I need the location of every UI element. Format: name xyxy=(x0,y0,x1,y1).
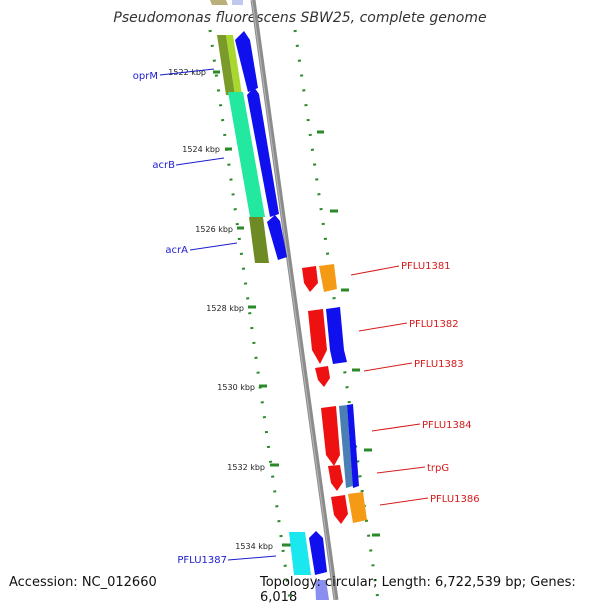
gene-arrow-blue[interactable] xyxy=(309,531,327,575)
middle-gene-track[interactable] xyxy=(232,0,329,600)
label-leader xyxy=(358,322,408,332)
gene-arrow-blue[interactable] xyxy=(326,307,347,364)
gene-label-acrA[interactable]: acrA xyxy=(165,245,188,256)
inner-gene-track[interactable] xyxy=(210,0,311,575)
label-leader xyxy=(371,423,421,432)
gene-block-tan[interactable] xyxy=(210,0,228,5)
gene-arrow-steel[interactable] xyxy=(339,405,353,488)
gene-block-lime[interactable] xyxy=(226,35,242,95)
gene-label-acrB[interactable]: acrB xyxy=(152,160,175,171)
gene-arrow-red[interactable] xyxy=(308,309,327,364)
genome-title: Pseudomonas fluorescens SBW25, complete … xyxy=(113,10,487,26)
scale-label: 1532 kbp xyxy=(227,463,265,472)
gene-label-pflu1384[interactable]: PFLU1384 xyxy=(422,420,472,431)
gene-block-acrB[interactable] xyxy=(228,92,265,217)
gene-arrow-red[interactable] xyxy=(331,495,348,524)
label-leader xyxy=(175,157,225,166)
gene-label-trpG[interactable]: trpG xyxy=(427,463,449,474)
backbone-highlight xyxy=(251,0,336,600)
scale-label: 1528 kbp xyxy=(206,304,244,313)
gene-block-olive[interactable] xyxy=(217,35,235,95)
scale-label: 1526 kbp xyxy=(195,225,233,234)
inner-tick-ring xyxy=(208,29,292,600)
label-leader xyxy=(376,466,426,474)
gene-arrow-blue[interactable] xyxy=(235,31,258,92)
accession-text: Accession: NC_012660 xyxy=(9,575,157,590)
gene-arrow-blue[interactable] xyxy=(267,215,287,260)
gene-label-oprM[interactable]: oprM xyxy=(133,71,158,82)
topology-text: Topology: circular; Length: 6,722,539 bp… xyxy=(260,575,576,605)
major-ticks xyxy=(213,70,380,547)
scale-labels: 1522 kbp 1524 kbp 1526 kbp 1528 kbp 1530… xyxy=(168,68,273,551)
gene-arrow-blue[interactable] xyxy=(247,87,279,217)
gene-arrow-red[interactable] xyxy=(328,465,343,491)
gene-block-pflu1387[interactable] xyxy=(289,532,311,575)
scale-label: 1530 kbp xyxy=(217,383,255,392)
genome-backbone xyxy=(250,0,339,600)
label-leader xyxy=(350,265,400,276)
gene-arrow-red[interactable] xyxy=(315,366,330,387)
right-gene-labels[interactable]: PFLU1381 PFLU1382 PFLU1383 PFLU1384 trpG… xyxy=(350,261,480,506)
left-gene-labels[interactable]: oprM acrB acrA PFLU1387 xyxy=(133,68,277,566)
label-leader xyxy=(159,68,215,76)
scale-label: 1522 kbp xyxy=(168,68,206,77)
gene-arrow-blue[interactable] xyxy=(232,0,243,5)
gene-arrow-blue[interactable] xyxy=(347,404,359,488)
scale-label: 1534 kbp xyxy=(235,542,273,551)
scale-label: 1524 kbp xyxy=(182,145,220,154)
label-leader xyxy=(363,362,413,372)
gene-label-pflu1383[interactable]: PFLU1383 xyxy=(414,359,464,370)
gene-label-pflu1387[interactable]: PFLU1387 xyxy=(177,555,227,566)
label-leader xyxy=(189,242,238,251)
gene-arrow-red[interactable] xyxy=(321,406,340,466)
gene-arrow-red[interactable] xyxy=(302,266,318,292)
gene-block-acrA[interactable] xyxy=(249,217,269,263)
gene-label-pflu1381[interactable]: PFLU1381 xyxy=(401,261,451,272)
gene-arrow-blue-faint[interactable] xyxy=(315,580,329,600)
outer-gene-track[interactable] xyxy=(302,264,367,524)
gene-arrow-orange[interactable] xyxy=(319,264,337,292)
gene-label-pflu1386[interactable]: PFLU1386 xyxy=(430,494,480,505)
gene-arrow-orange[interactable] xyxy=(348,492,367,523)
label-leader xyxy=(227,555,277,561)
gene-label-pflu1382[interactable]: PFLU1382 xyxy=(409,319,459,330)
label-leader xyxy=(379,497,429,506)
